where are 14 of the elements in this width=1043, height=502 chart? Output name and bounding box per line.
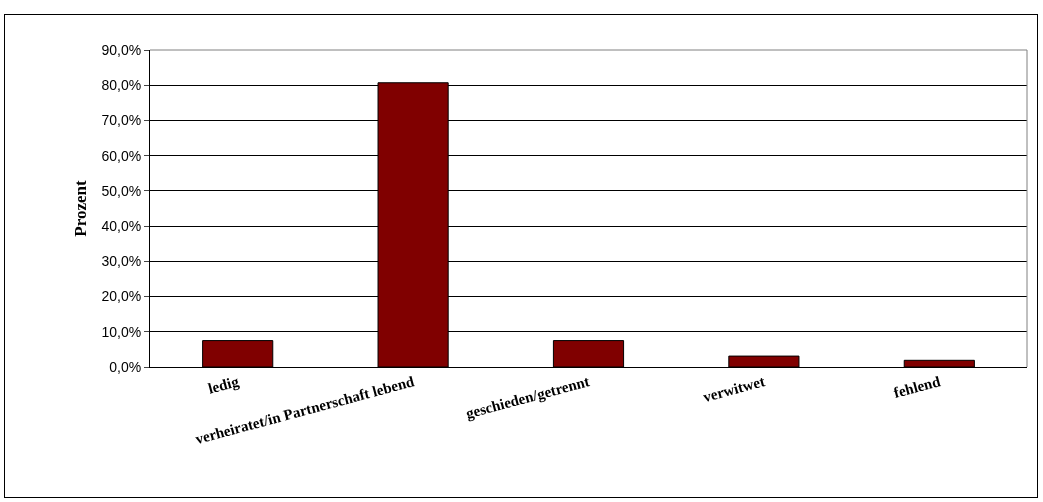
x-tick-label: verwitwet xyxy=(701,373,767,406)
y-tick-label: 40,0% xyxy=(101,218,142,235)
x-tick-label: ledig xyxy=(206,373,241,397)
y-tick-label: 30,0% xyxy=(101,253,142,270)
y-tick-label: 0,0% xyxy=(109,358,142,375)
y-tick-label: 10,0% xyxy=(101,323,142,340)
y-tick-label: 90,0% xyxy=(101,41,142,58)
y-tick-label: 70,0% xyxy=(101,112,142,129)
y-tick-label: 20,0% xyxy=(101,288,142,305)
x-tick-label: fehlend xyxy=(891,373,943,401)
y-axis-title: Prozent xyxy=(71,180,91,237)
y-tick-label: 80,0% xyxy=(101,77,142,94)
y-tick-label: 60,0% xyxy=(101,147,142,164)
y-tick-label: 50,0% xyxy=(101,182,142,199)
